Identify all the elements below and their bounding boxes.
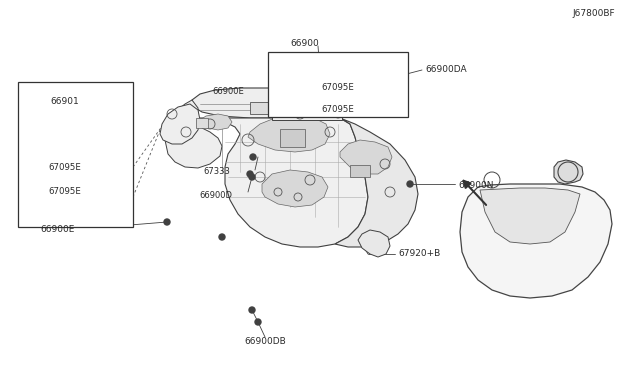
Polygon shape (200, 114, 232, 130)
Polygon shape (160, 104, 200, 144)
Bar (250, 102, 272, 114)
Text: 66901: 66901 (51, 97, 79, 106)
Text: 67095E: 67095E (49, 163, 81, 171)
Polygon shape (200, 118, 368, 247)
Circle shape (317, 69, 323, 75)
Bar (350, 165, 370, 177)
Text: 67920+B: 67920+B (398, 250, 440, 259)
Polygon shape (554, 160, 583, 184)
Bar (272, 72, 342, 120)
Text: 66900DA: 66900DA (425, 65, 467, 74)
Polygon shape (192, 88, 340, 118)
Circle shape (250, 154, 256, 160)
Polygon shape (335, 118, 418, 247)
Text: 67095E: 67095E (321, 83, 355, 92)
Circle shape (255, 319, 261, 325)
Circle shape (277, 109, 283, 115)
Polygon shape (165, 100, 222, 168)
Text: 67900N: 67900N (458, 182, 493, 190)
Text: 67095E: 67095E (321, 105, 355, 113)
Bar (196, 118, 208, 128)
Circle shape (219, 234, 225, 240)
Circle shape (247, 171, 253, 177)
Circle shape (279, 105, 285, 111)
Circle shape (249, 307, 255, 313)
Circle shape (392, 74, 398, 80)
Text: 66900D: 66900D (199, 192, 232, 201)
Text: J67800BF: J67800BF (572, 10, 615, 19)
Text: 66900: 66900 (291, 39, 319, 48)
Text: 67095E: 67095E (49, 187, 81, 196)
Bar (18, 82, 133, 227)
Text: 67333: 67333 (203, 167, 230, 176)
Circle shape (164, 219, 170, 225)
Circle shape (392, 74, 398, 80)
Polygon shape (340, 140, 392, 174)
Bar (280, 129, 305, 147)
Polygon shape (460, 184, 612, 298)
Polygon shape (358, 230, 390, 257)
Text: 66900E: 66900E (212, 87, 244, 96)
Polygon shape (248, 116, 330, 152)
Polygon shape (262, 170, 328, 207)
Text: 66900DB: 66900DB (244, 337, 286, 346)
Circle shape (407, 181, 413, 187)
Circle shape (249, 174, 255, 180)
Text: 66900E: 66900E (40, 224, 75, 234)
Bar (268, 52, 408, 117)
Polygon shape (480, 188, 580, 244)
